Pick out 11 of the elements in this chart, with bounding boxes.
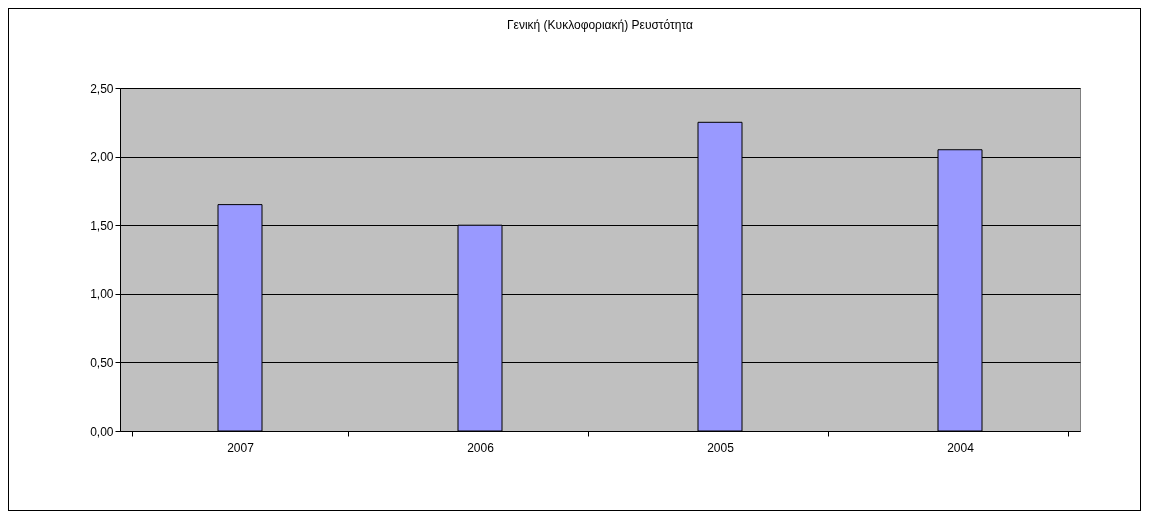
chart-title: Γενική (Κυκλοφοριακή) Ρευστότητα [506,18,694,32]
y-tick-label: 0,50 [90,355,114,370]
y-tick-label: 1,00 [90,287,114,302]
y-tick-label: 1,50 [90,218,114,233]
y-tick-label: 2,50 [90,81,114,96]
y-tick-label: 0,00 [90,424,114,439]
x-tick-label: 2006 [467,440,495,455]
x-tick-label: 2007 [227,440,255,455]
x-tick-label: 2004 [947,440,975,455]
x-tick-label: 2005 [707,440,735,455]
y-tick-label: 2,00 [90,150,114,165]
